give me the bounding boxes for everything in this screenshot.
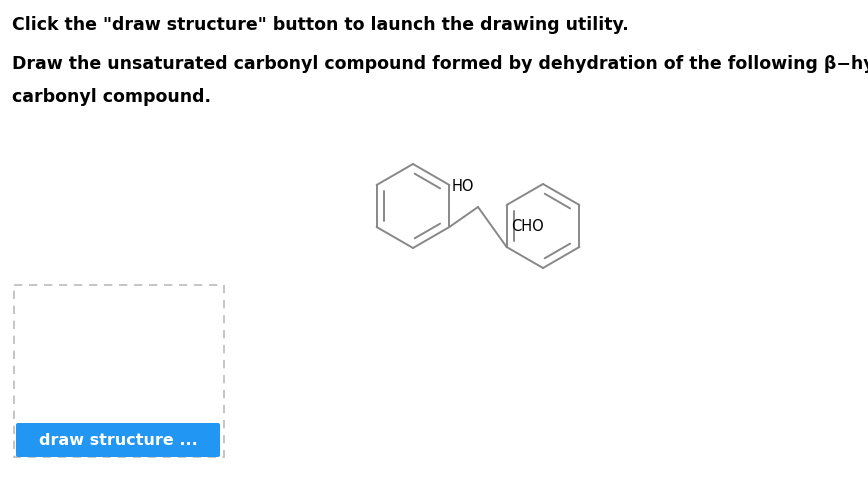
Text: Draw the unsaturated carbonyl compound formed by dehydration of the following β−: Draw the unsaturated carbonyl compound f… [12, 55, 868, 73]
FancyBboxPatch shape [16, 423, 220, 457]
Text: carbonyl compound.: carbonyl compound. [12, 88, 211, 106]
Text: draw structure ...: draw structure ... [38, 432, 197, 447]
Text: CHO: CHO [510, 218, 543, 233]
Text: HO: HO [451, 179, 474, 193]
Text: Click the "draw structure" button to launch the drawing utility.: Click the "draw structure" button to lau… [12, 16, 628, 34]
Bar [14, 286, 224, 457]
